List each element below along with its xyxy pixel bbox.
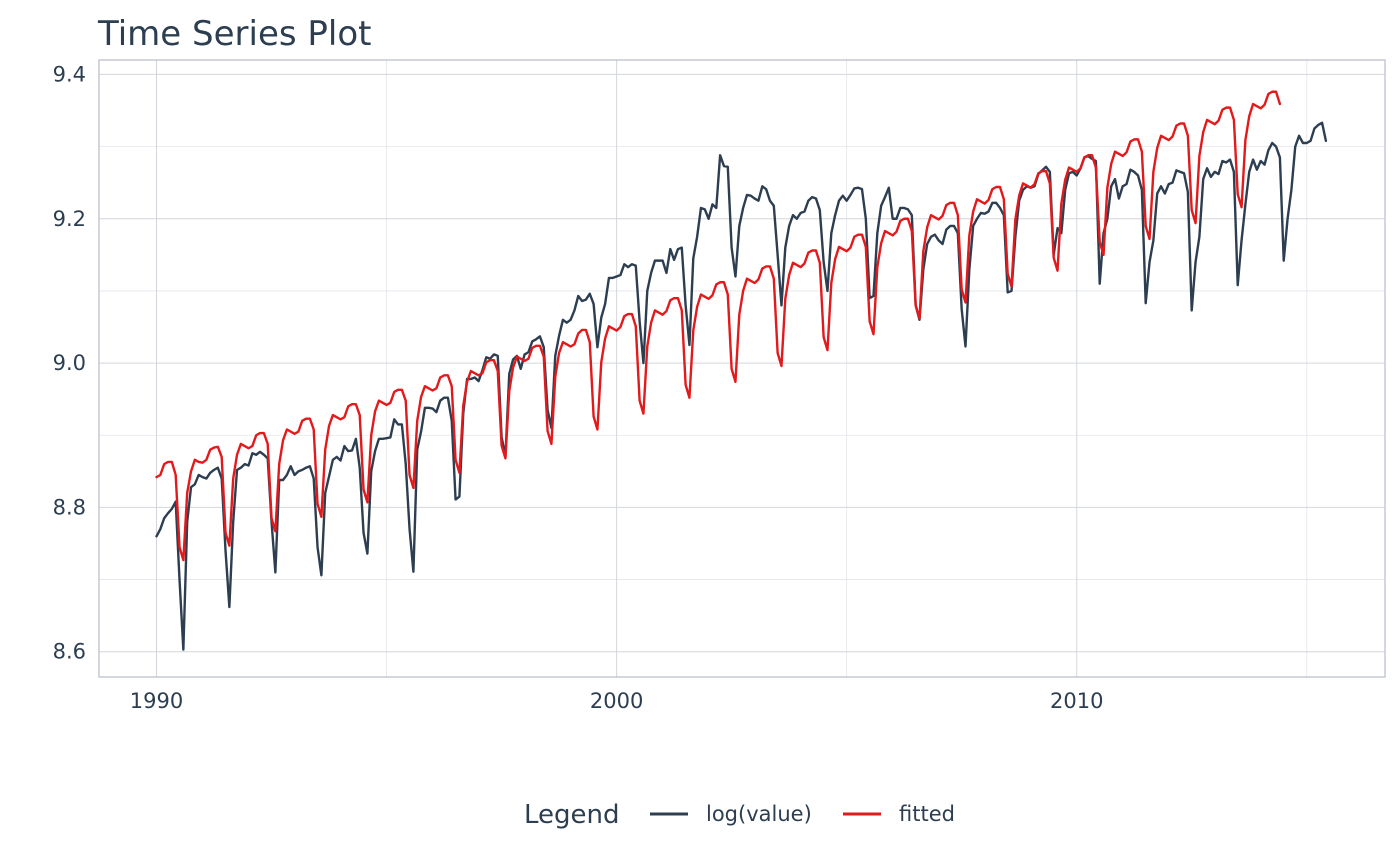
legend-title: Legend bbox=[524, 800, 620, 830]
y-tick-label: 8.6 bbox=[53, 640, 86, 664]
x-tick-label: 2000 bbox=[590, 689, 643, 713]
y-tick-label: 9.0 bbox=[53, 351, 86, 375]
legend: Legend log(value) fitted bbox=[524, 800, 955, 830]
x-axis-ticks: 1990 2000 2010 bbox=[130, 689, 1104, 713]
x-tick-label: 1990 bbox=[130, 689, 183, 713]
series-line-fitted bbox=[155, 90, 1282, 562]
plot-panel-border bbox=[98, 59, 1386, 678]
y-tick-label: 9.2 bbox=[53, 207, 86, 231]
y-tick-label: 8.8 bbox=[53, 495, 86, 519]
chart-title: Time Series Plot bbox=[97, 14, 371, 54]
series-line-log-value bbox=[155, 121, 1328, 651]
x-tick-label: 2010 bbox=[1050, 689, 1103, 713]
legend-label-fitted: fitted bbox=[899, 802, 955, 826]
legend-label-log-value: log(value) bbox=[706, 802, 812, 826]
series-layer bbox=[155, 90, 1328, 651]
y-tick-label: 9.4 bbox=[53, 62, 86, 86]
y-axis-ticks: 8.6 8.8 9.0 9.2 9.4 bbox=[53, 62, 86, 663]
